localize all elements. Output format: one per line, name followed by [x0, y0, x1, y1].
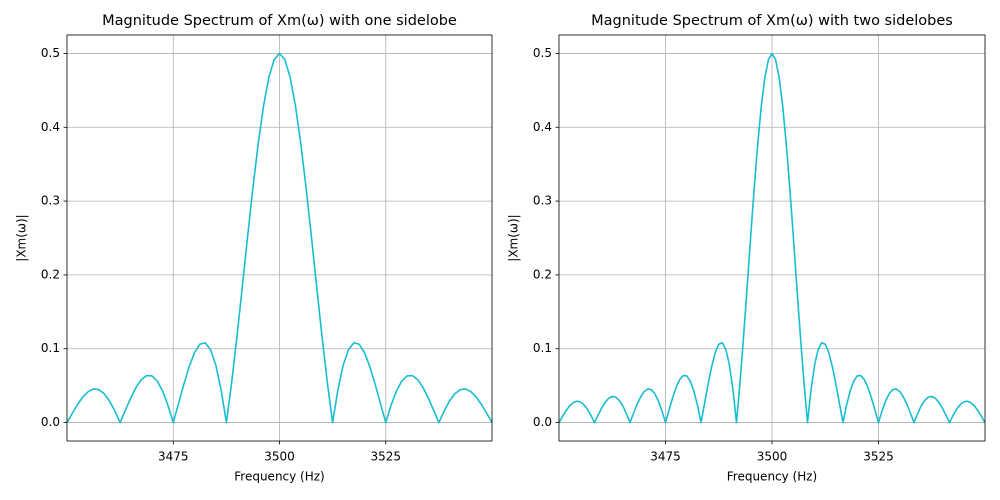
x-tick-label: 3475: [158, 450, 189, 464]
x-tick-label: 3525: [863, 450, 894, 464]
spectrum-line: [66, 52, 493, 424]
y-tick-label: 0.0: [533, 415, 552, 429]
y-tick-label: 0.0: [41, 415, 60, 429]
chart-title: Magnitude Spectrum of Xm(ω) with two sid…: [591, 13, 953, 29]
x-tick-label: 3475: [650, 450, 681, 464]
y-tick-label: 0.2: [533, 267, 552, 281]
spectrum-line: [558, 52, 986, 424]
y-tick-label: 0.3: [41, 194, 60, 208]
axes-frame: [558, 34, 986, 442]
y-tick-label: 0.1: [533, 341, 552, 355]
y-tick-label: 0.2: [41, 267, 60, 281]
y-tick-label: 0.3: [533, 194, 552, 208]
y-tick-label: 0.5: [533, 46, 552, 60]
y-axis-label: |Xm(ω)|: [15, 214, 29, 261]
y-tick-label: 0.4: [41, 120, 60, 134]
x-axis-label: Frequency (Hz): [727, 470, 818, 484]
chart-title: Magnitude Spectrum of Xm(ω) with one sid…: [102, 13, 457, 29]
axes-frame: [66, 34, 493, 442]
x-axis-label: Frequency (Hz): [234, 470, 325, 484]
x-tick-label: 3525: [370, 450, 401, 464]
y-tick-label: 0.4: [533, 120, 552, 134]
y-tick-label: 0.1: [41, 341, 60, 355]
y-tick-label: 0.5: [41, 46, 60, 60]
x-tick-label: 3500: [757, 450, 788, 464]
y-axis-label: |Xm(ω)|: [507, 214, 521, 261]
x-tick-label: 3500: [264, 450, 295, 464]
